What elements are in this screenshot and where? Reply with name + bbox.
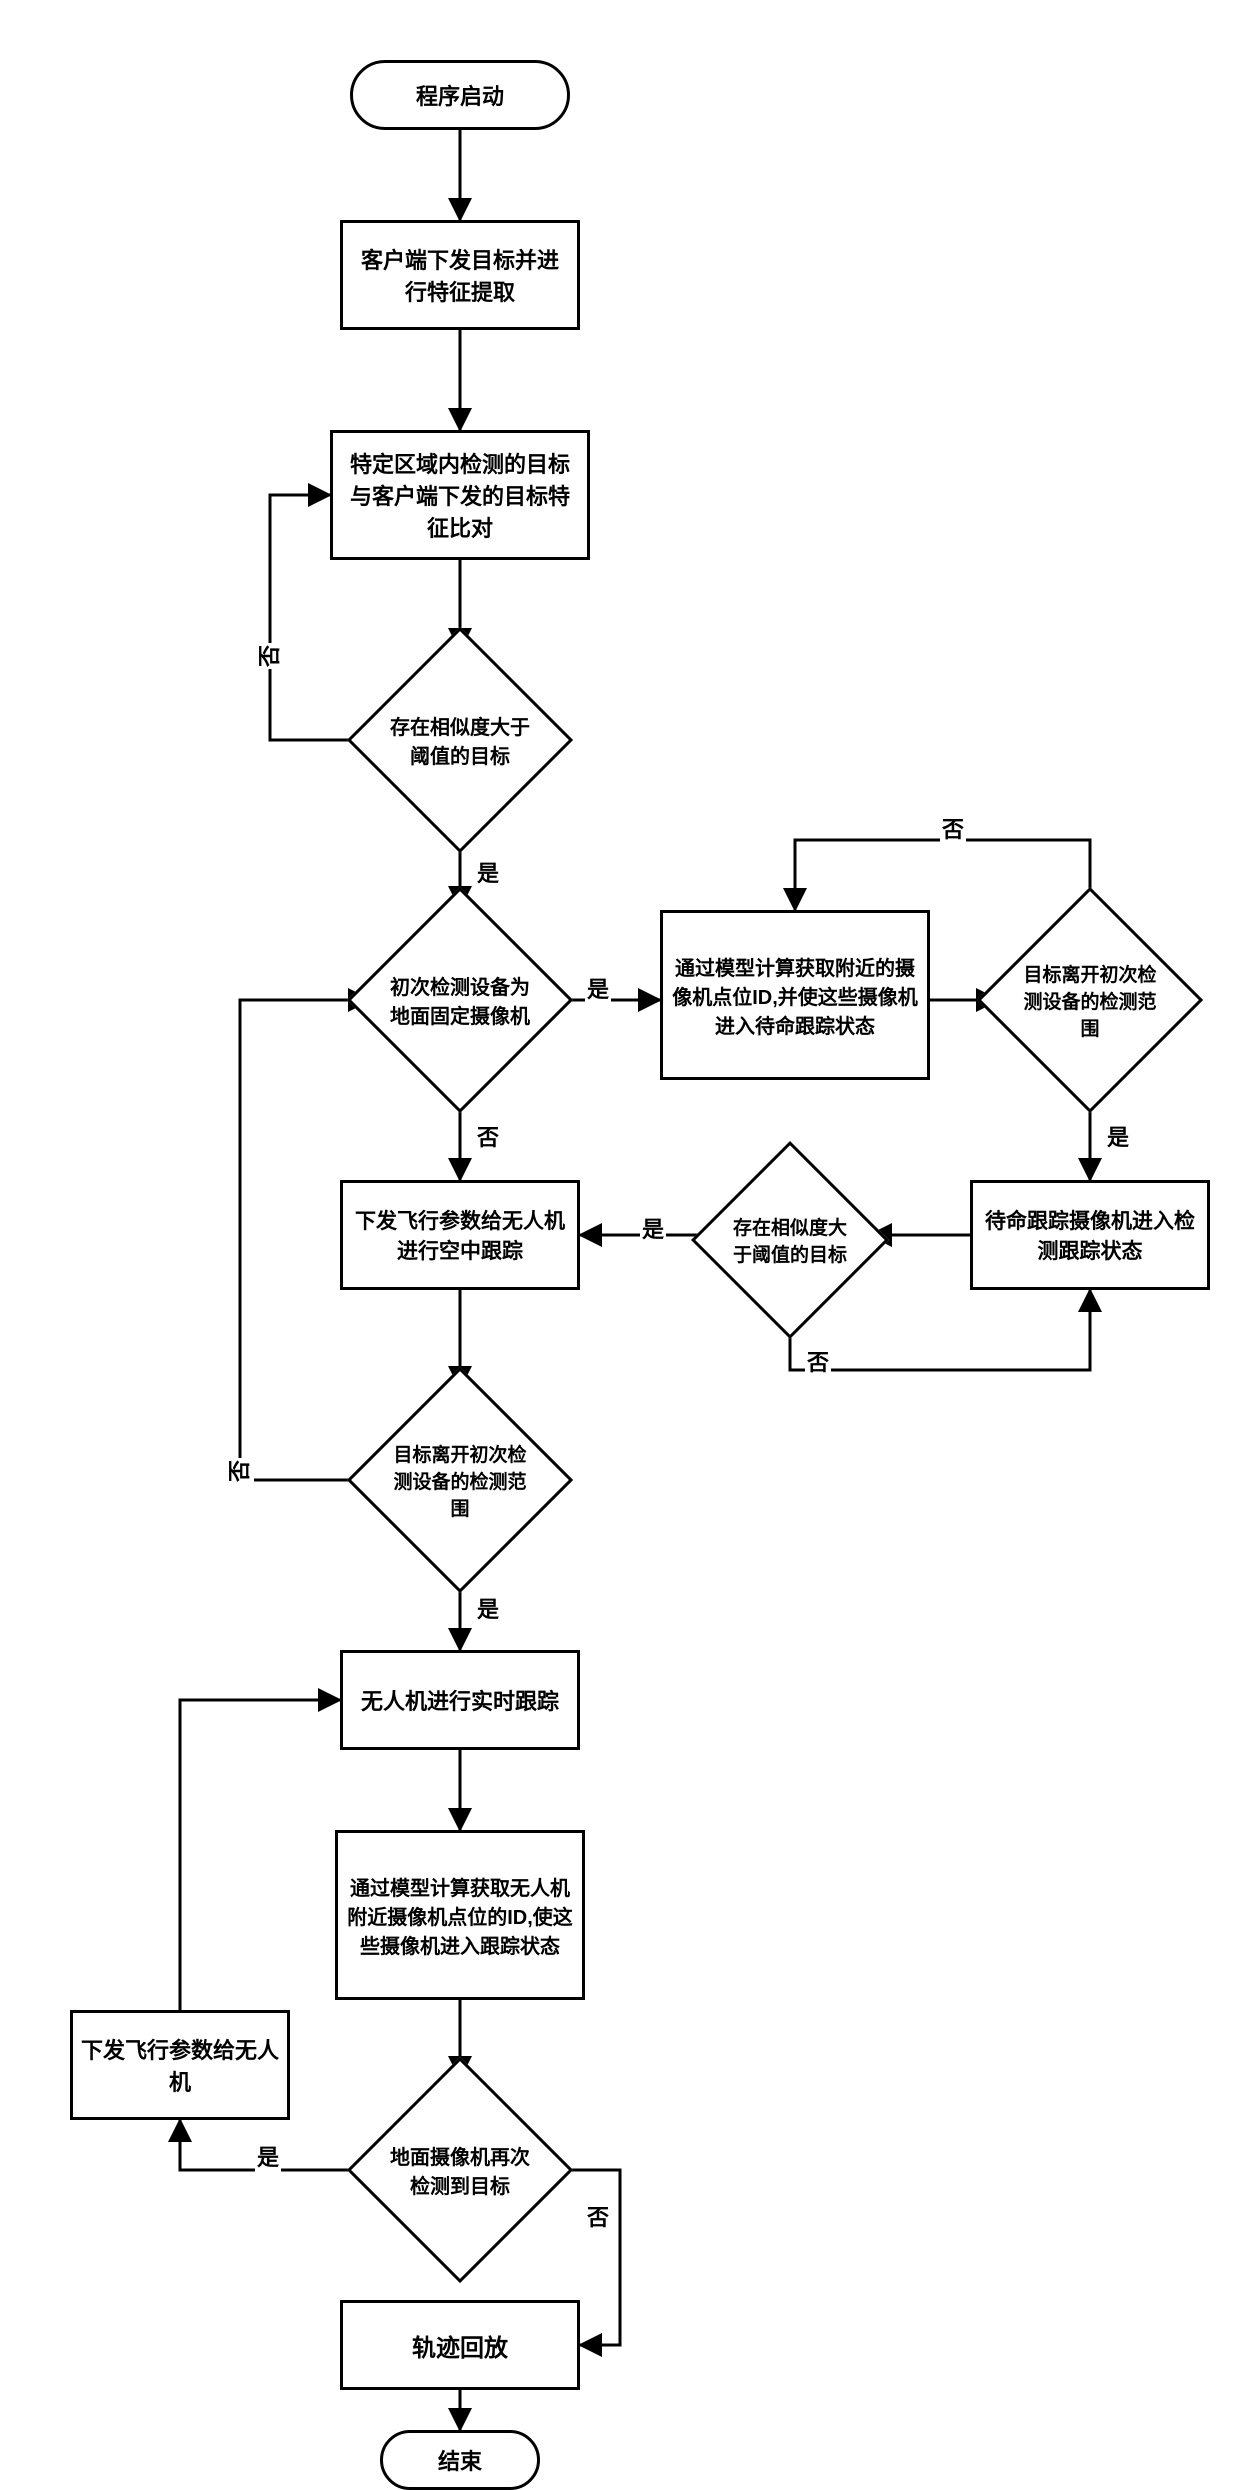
- node-n2-label: 特定区域内检测的目标与客户端下发的目标特征比对: [341, 447, 579, 543]
- node-model-nearby-cams: 通过模型计算获取附近的摄像机点位ID,并使这些摄像机进入待命跟踪状态: [660, 910, 930, 1080]
- node-n6-label: 无人机进行实时跟踪: [361, 1684, 559, 1716]
- node-n1-label: 客户端下发目标并进行特征提取: [351, 243, 569, 307]
- edge-label-d6-no: 否: [585, 2200, 611, 2232]
- edge-label-d3-yes: 是: [1105, 1120, 1131, 1152]
- node-n7-label: 通过模型计算获取无人机附近摄像机点位的ID,使这些摄像机进入跟踪状态: [346, 1872, 574, 1959]
- node-n3-label: 通过模型计算获取附近的摄像机点位ID,并使这些摄像机进入待命跟踪状态: [671, 952, 919, 1039]
- d3-label: 目标离开初次检测设备的检测范围: [1010, 960, 1170, 1041]
- node-end: 结束: [380, 2430, 540, 2490]
- decision-leave-range-1: 目标离开初次检测设备的检测范围: [1010, 920, 1170, 1080]
- node-start: 程序启动: [350, 60, 570, 130]
- d5-label: 目标离开初次检测设备的检测范围: [380, 1440, 540, 1521]
- edge-label-d6-yes: 是: [255, 2140, 281, 2172]
- edge-label-d1-yes: 是: [475, 856, 501, 888]
- node-send-flight-params: 下发飞行参数给无人机进行空中跟踪: [340, 1180, 580, 1290]
- node-n9-label: 轨迹回放: [412, 2328, 508, 2363]
- node-n4-label: 待命跟踪摄像机进入检测跟踪状态: [981, 1205, 1199, 1265]
- edge-label-d2-yes: 是: [585, 972, 611, 1004]
- edge-label-d5-no: 否: [222, 1458, 254, 1484]
- edge-label-d1-no: 否: [252, 643, 284, 669]
- d1-label: 存在相似度大于阈值的目标: [380, 711, 540, 769]
- node-n5-label: 下发飞行参数给无人机进行空中跟踪: [351, 1205, 569, 1265]
- decision-first-device: 初次检测设备为地面固定摄像机: [380, 920, 540, 1080]
- decision-similarity-1: 存在相似度大于阈值的目标: [380, 660, 540, 820]
- node-start-label: 程序启动: [416, 79, 504, 111]
- node-playback: 轨迹回放: [340, 2300, 580, 2390]
- edge-label-d4-no: 否: [805, 1345, 831, 1377]
- d4-label: 存在相似度大于阈值的目标: [720, 1213, 860, 1267]
- node-end-label: 结束: [438, 2444, 482, 2476]
- node-model-drone-cams: 通过模型计算获取无人机附近摄像机点位的ID,使这些摄像机进入跟踪状态: [335, 1830, 585, 2000]
- node-standby-cam-track: 待命跟踪摄像机进入检测跟踪状态: [970, 1180, 1210, 1290]
- node-send-flight-params-2: 下发飞行参数给无人机: [70, 2010, 290, 2120]
- decision-redetect: 地面摄像机再次检测到目标: [380, 2090, 540, 2250]
- d2-label: 初次检测设备为地面固定摄像机: [380, 971, 540, 1029]
- node-client-ississ: 客户端下发目标并进行特征提取: [340, 220, 580, 330]
- node-drone-track: 无人机进行实时跟踪: [340, 1650, 580, 1750]
- d6-label: 地面摄像机再次检测到目标: [380, 2141, 540, 2199]
- node-area-compare: 特定区域内检测的目标与客户端下发的目标特征比对: [330, 430, 590, 560]
- decision-leave-range-2: 目标离开初次检测设备的检测范围: [380, 1400, 540, 1560]
- node-n8-label: 下发飞行参数给无人机: [81, 2033, 279, 2097]
- edge-label-d3-no: 否: [940, 812, 966, 844]
- edge-label-d2-no: 否: [475, 1120, 501, 1152]
- decision-similarity-2: 存在相似度大于阈值的目标: [720, 1170, 860, 1310]
- edge-label-d4-yes: 是: [640, 1212, 666, 1244]
- edge-label-d5-yes: 是: [475, 1592, 501, 1624]
